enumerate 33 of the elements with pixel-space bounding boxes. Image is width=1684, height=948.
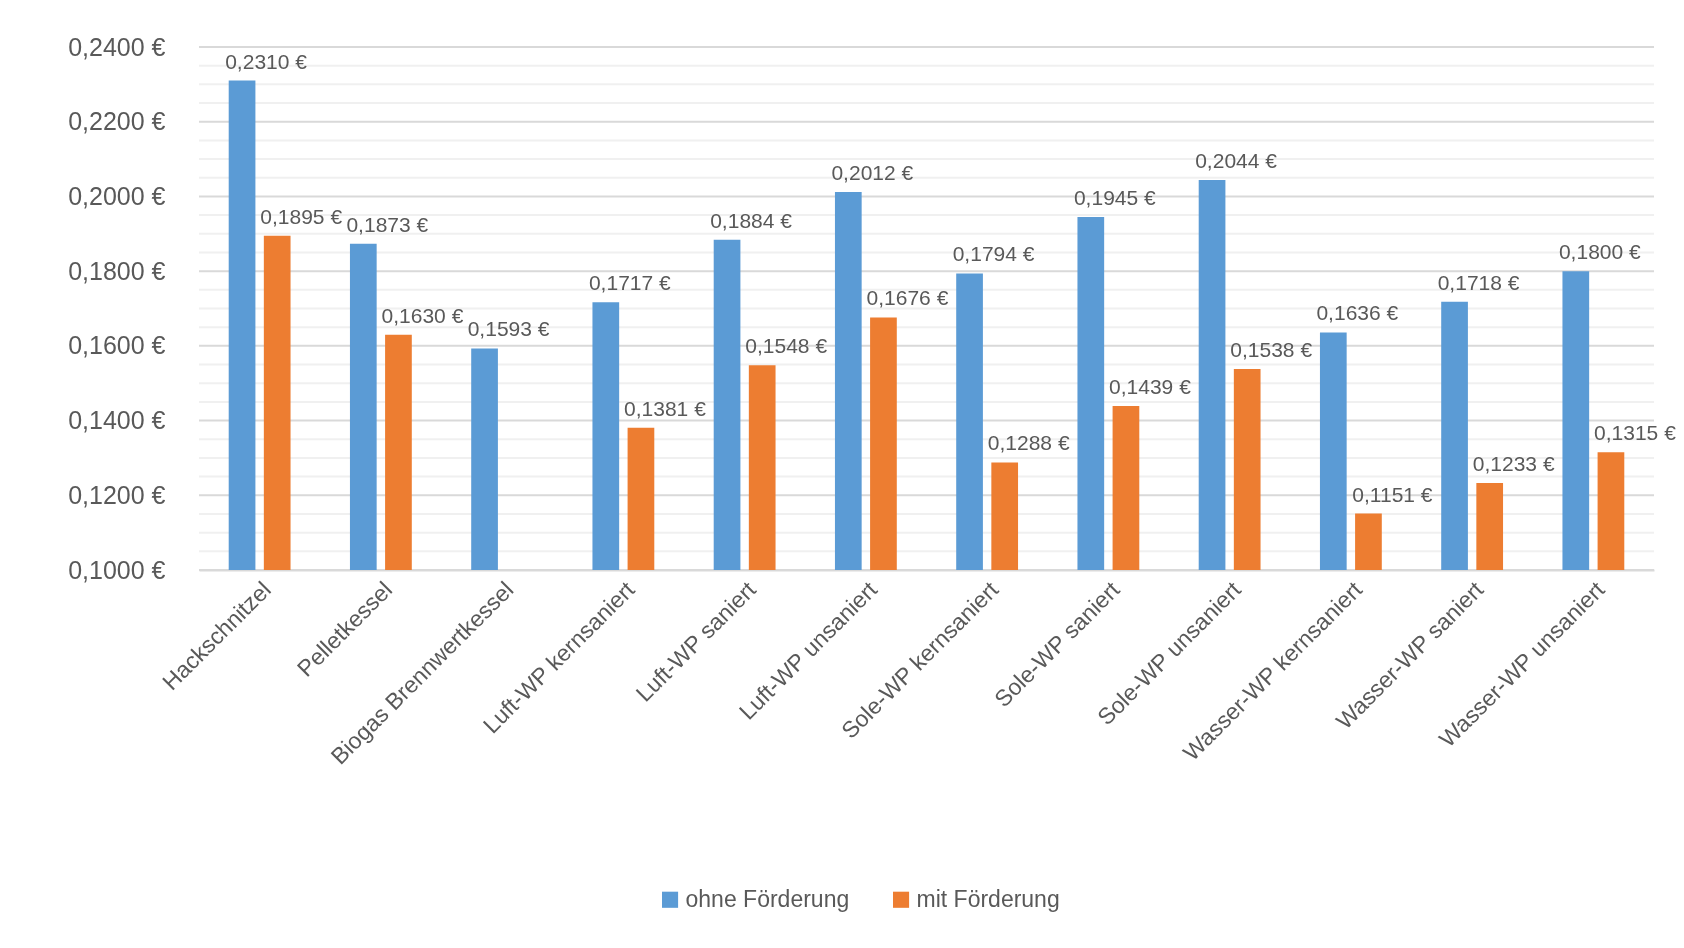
data-label: 0,1151 € xyxy=(1352,482,1433,506)
data-label: 0,1233 € xyxy=(1472,451,1555,475)
data-label: 0,1288 € xyxy=(987,431,1070,455)
data-label: 0,1794 € xyxy=(952,242,1035,266)
data-label: 0,1630 € xyxy=(381,303,464,327)
data-label: 0,2012 € xyxy=(831,160,914,184)
data-label: 0,1548 € xyxy=(745,334,828,358)
data-label: 0,1884 € xyxy=(710,208,793,232)
y-tick-label: 0,2200 € xyxy=(68,107,166,136)
y-tick-label: 0,1200 € xyxy=(68,480,166,509)
data-label: 0,2310 € xyxy=(225,49,308,73)
y-tick-label: 0,2000 € xyxy=(68,181,166,210)
data-label: 0,1538 € xyxy=(1230,338,1313,362)
data-label: 0,2044 € xyxy=(1195,148,1278,172)
data-label: 0,1800 € xyxy=(1558,240,1641,264)
y-tick-label: 0,1000 € xyxy=(68,555,166,584)
data-label: 0,1717 € xyxy=(588,271,671,295)
legend-label: ohne Förderung xyxy=(685,885,850,912)
legend-label: mit Förderung xyxy=(916,885,1060,912)
data-label: 0,1439 € xyxy=(1109,375,1192,398)
y-tick-label: 0,1400 € xyxy=(68,406,166,435)
data-label: 0,1676 € xyxy=(866,286,949,310)
data-label: 0,1593 € xyxy=(467,317,550,341)
data-label: 0,1873 € xyxy=(346,212,429,236)
data-label: 0,1315 € xyxy=(1594,421,1677,445)
data-label: 0,1636 € xyxy=(1316,301,1399,325)
y-tick-label: 0,2400 € xyxy=(68,32,166,61)
y-tick-label: 0,1600 € xyxy=(68,331,166,360)
data-label: 0,1381 € xyxy=(624,396,707,420)
y-tick-label: 0,1800 € xyxy=(68,256,166,285)
data-label: 0,1895 € xyxy=(260,204,343,228)
data-label: 0,1718 € xyxy=(1437,270,1520,294)
data-label: 0,1945 € xyxy=(1073,185,1156,209)
